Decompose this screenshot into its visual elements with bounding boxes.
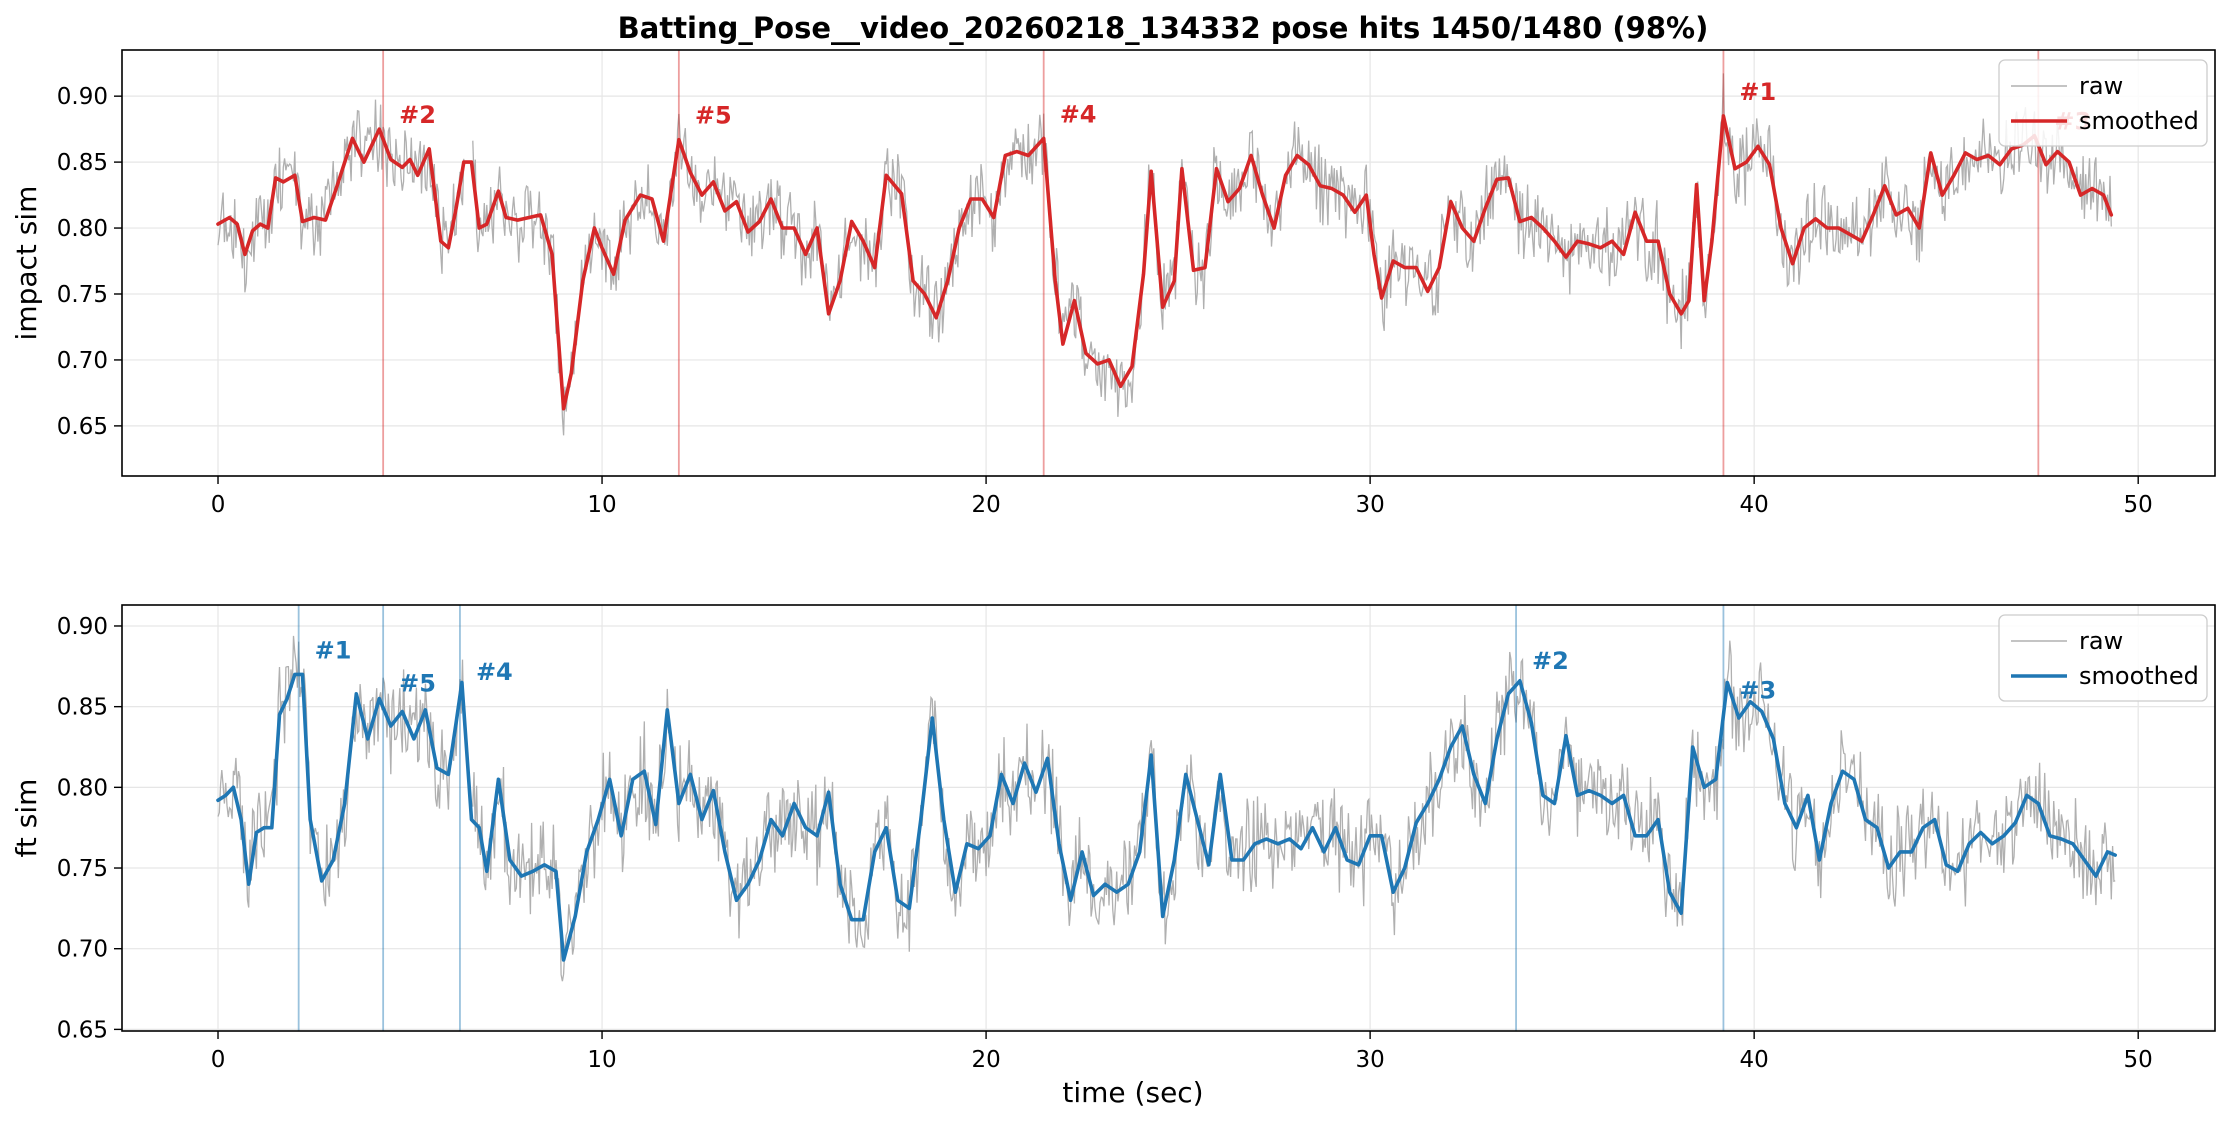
x-tick-label: 10	[587, 1047, 616, 1073]
ft-sim-panel: #1 #5 #4 #2 #3 0 10 20 30 40 50 0.65 0.70 0.75 0.80 0.8…	[10, 604, 2216, 1073]
peak-label: #3	[1739, 677, 1776, 705]
x-tick-label: 30	[1355, 1047, 1384, 1073]
legend-smoothed-label: smoothed	[2079, 662, 2199, 690]
y-tick-label: 0.65	[57, 1017, 108, 1043]
y-tick-label: 0.90	[57, 614, 108, 640]
impact-axes-frame	[121, 49, 2216, 477]
x-tick-label: 20	[971, 492, 1000, 518]
peak-label: #5	[399, 670, 436, 698]
y-tick-label: 0.80	[57, 775, 108, 801]
x-tick-label: 10	[587, 492, 616, 518]
x-tick-label: 40	[1740, 492, 1769, 518]
x-tick-label: 30	[1355, 492, 1384, 518]
peak-label: #4	[476, 658, 513, 686]
y-tick-label: 0.85	[57, 695, 108, 721]
impact-y-axis-label: impact sim	[10, 186, 43, 341]
y-tick-label: 0.70	[57, 937, 108, 963]
x-tick-label: 50	[2124, 1047, 2153, 1073]
y-tick-label: 0.75	[57, 282, 108, 308]
impact-smoothed-series	[216, 114, 2114, 411]
peak-label: #1	[1739, 78, 1776, 106]
y-tick-label: 0.75	[57, 856, 108, 882]
peak-label: #2	[1532, 647, 1569, 675]
ft-legend: raw smoothed	[1998, 614, 2208, 702]
legend-smoothed-label: smoothed	[2079, 107, 2199, 135]
ft-y-axis-label: ft sim	[10, 779, 43, 858]
ft-axes-frame	[121, 604, 2216, 1032]
x-tick-label: 40	[1740, 1047, 1769, 1073]
impact-raw-series	[217, 73, 2112, 436]
ft-raw-series	[217, 635, 2116, 982]
x-tick-label: 0	[211, 492, 226, 518]
x-tick-label: 50	[2124, 492, 2153, 518]
y-tick-label: 0.90	[57, 84, 108, 110]
peak-label: #2	[399, 101, 436, 129]
x-axis-label: time (sec)	[1062, 1076, 1203, 1109]
peak-label: #4	[1060, 100, 1097, 128]
y-tick-label: 0.65	[57, 414, 108, 440]
y-tick-label: 0.80	[57, 216, 108, 242]
peak-label: #5	[695, 102, 732, 130]
legend-box	[1998, 614, 2208, 702]
impact-legend: raw smoothed	[1998, 59, 2208, 147]
legend-raw-label: raw	[2079, 627, 2123, 655]
ft-smoothed-series	[216, 672, 2117, 962]
y-tick-label: 0.85	[57, 150, 108, 176]
legend-box	[1998, 59, 2208, 147]
legend-raw-label: raw	[2079, 72, 2123, 100]
figure-title: Batting_Pose__video_20260218_134332 pose…	[618, 11, 1709, 45]
y-tick-label: 0.70	[57, 348, 108, 374]
impact-sim-panel: #2#5#4#1#3010203040500.650.700.750.800.8…	[10, 49, 2216, 518]
peak-label: #1	[315, 636, 352, 664]
x-tick-label: 20	[971, 1047, 1000, 1073]
x-tick-label: 0	[211, 1047, 226, 1073]
